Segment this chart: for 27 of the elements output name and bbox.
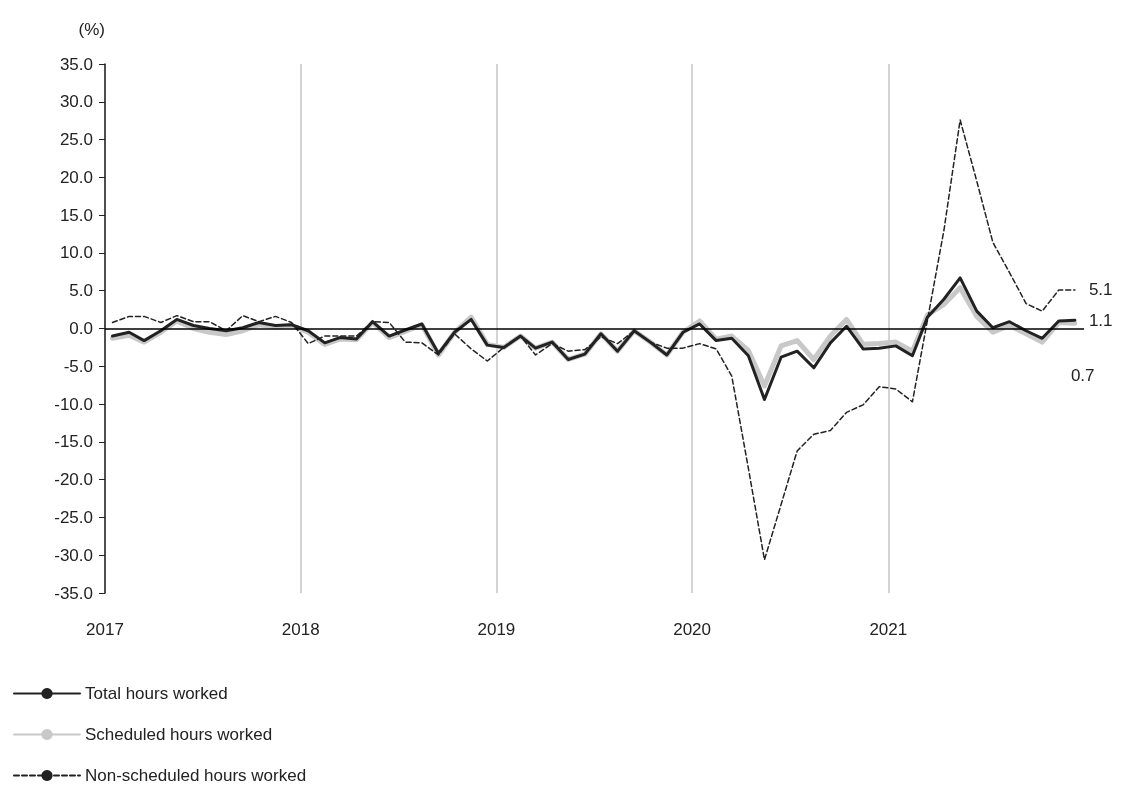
y-tick-label: 25.0: [59, 130, 93, 150]
y-tick-label: -35.0: [54, 583, 93, 603]
y-tick-label: 30.0: [59, 92, 93, 112]
x-tick-label: 2020: [673, 620, 711, 639]
y-tick-label: -20.0: [54, 470, 93, 490]
x-tick-label: 2017: [86, 620, 124, 639]
data-label: 1.1: [1088, 310, 1113, 330]
y-tick-label: 20.0: [59, 167, 93, 187]
x-tick-label: 2021: [869, 620, 908, 639]
y-tick-label: 15.0: [59, 205, 93, 225]
x-tick-label: 2019: [477, 620, 516, 639]
y-tick-label: -5.0: [63, 356, 93, 376]
y-tick-label: 35.0: [59, 54, 93, 74]
data-label: 0.7: [1070, 365, 1095, 385]
y-tick-label: 0.0: [69, 319, 93, 338]
y-tick-label: 5.0: [69, 281, 93, 301]
x-tick-label: 2018: [281, 620, 320, 639]
y-tick-label: 10.0: [59, 243, 93, 263]
data-label: 5.1: [1088, 280, 1113, 300]
y-tick-label: -10.0: [54, 394, 93, 414]
y-tick-label: -25.0: [54, 507, 93, 527]
legend-label: Scheduled hours worked: [85, 725, 273, 744]
legend-label: Non-scheduled hours worked: [85, 766, 307, 785]
y-tick-label: -30.0: [54, 545, 93, 565]
y-tick-label: -15.0: [54, 432, 93, 452]
legend-label: Total hours worked: [85, 684, 228, 703]
y-axis-title: (%): [78, 20, 105, 39]
